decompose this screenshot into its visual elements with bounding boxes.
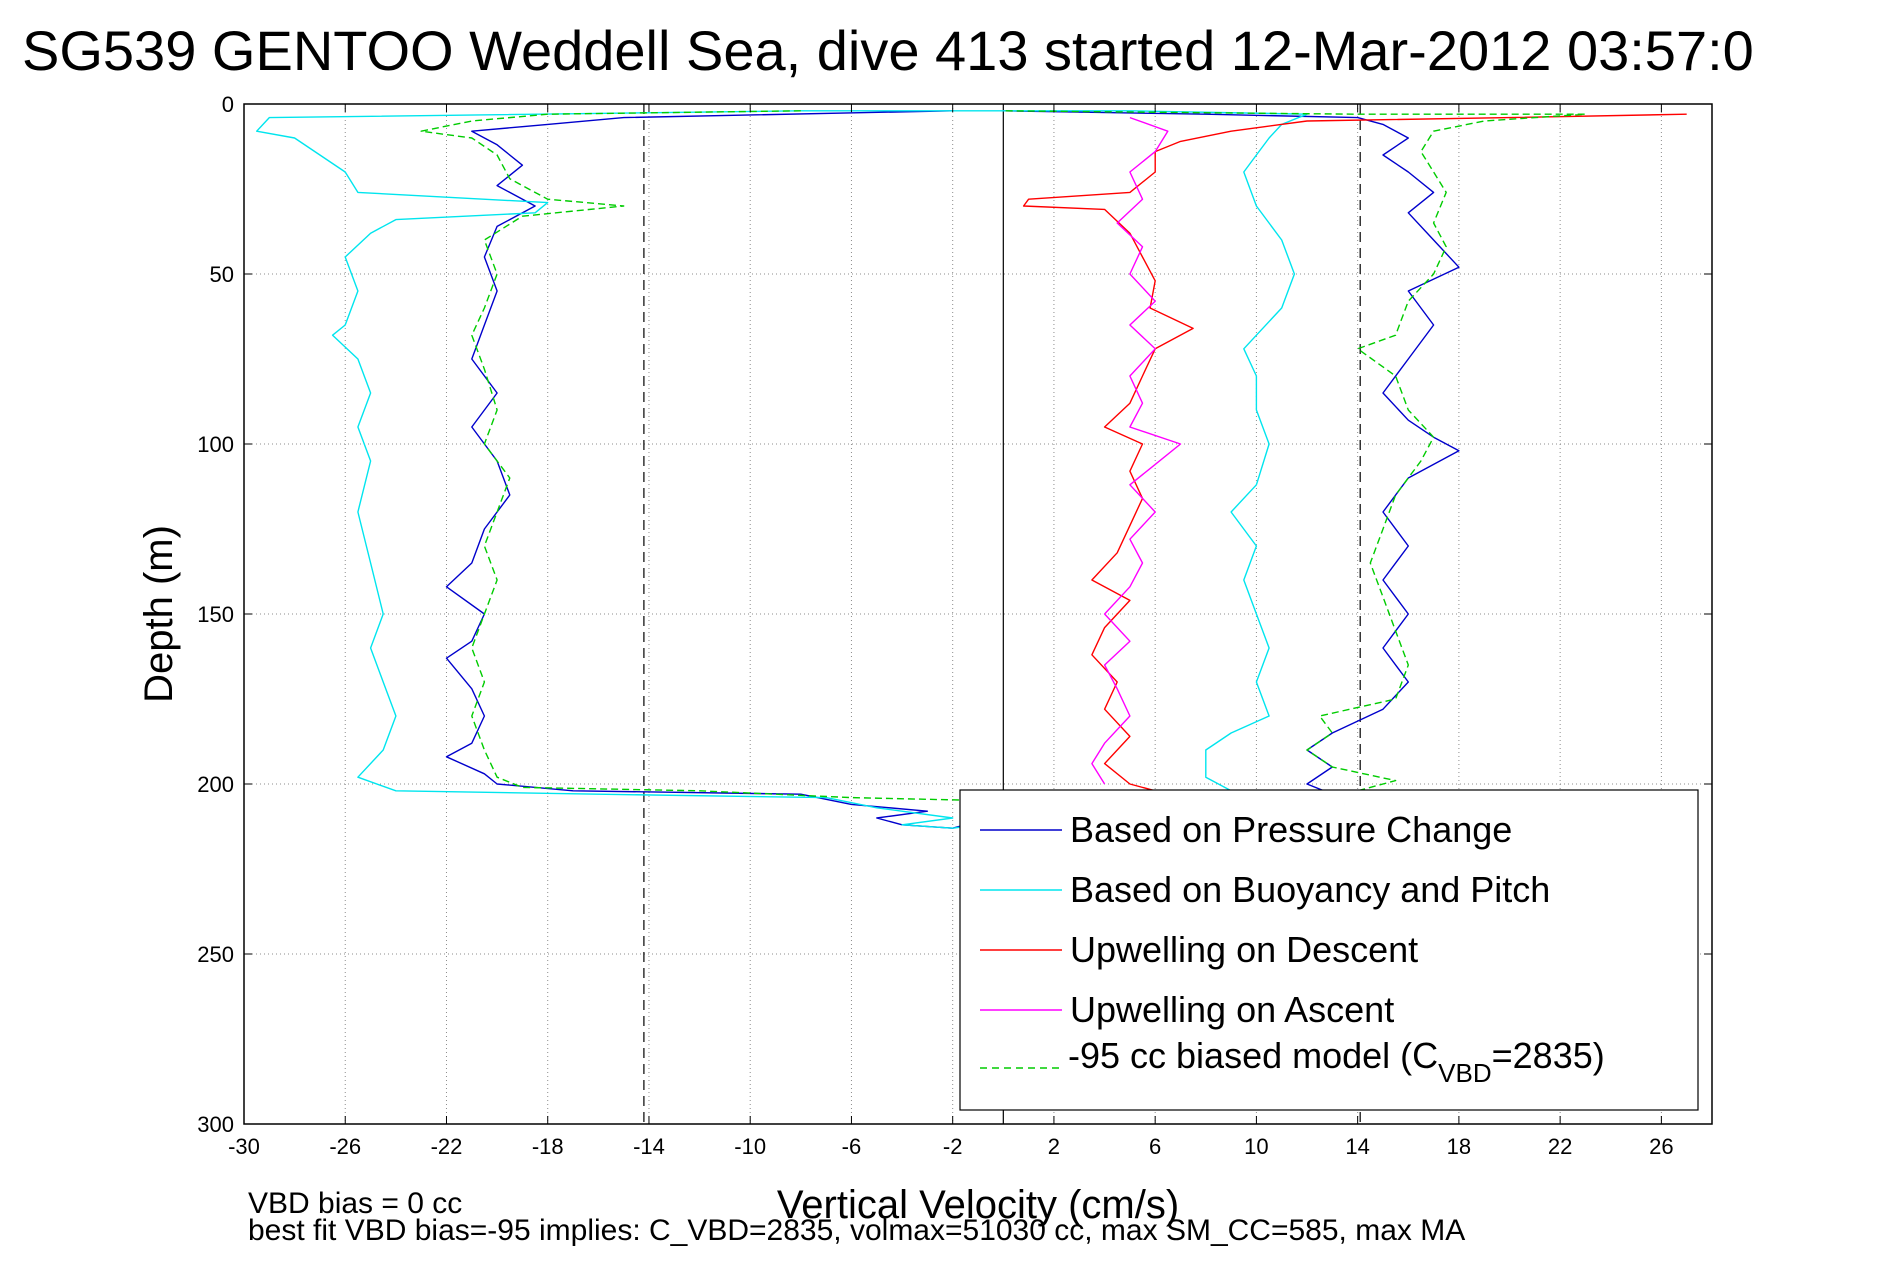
- x-tick-label: -30: [228, 1134, 260, 1159]
- grid: [244, 104, 1712, 1124]
- legend-item: Upwelling on Ascent: [980, 989, 1394, 1030]
- chart-title: SG539 GENTOO Weddell Sea, dive 413 start…: [22, 19, 1754, 82]
- legend-item-model: -95 cc biased model (CVBD=2835): [980, 1035, 1605, 1088]
- series-line-5: [420, 110, 1587, 806]
- legend-label: Based on Pressure Change: [1070, 809, 1512, 850]
- x-tick-label: -14: [633, 1134, 665, 1159]
- y-tick-label: 50: [210, 262, 234, 287]
- series-line-4: [1091, 116, 1182, 785]
- y-tick-label: 150: [197, 602, 234, 627]
- x-tick-label: 26: [1649, 1134, 1673, 1159]
- legend-item: Based on Pressure Change: [980, 809, 1512, 850]
- x-tick-label: 10: [1244, 1134, 1268, 1159]
- y-axis-label: Depth (m): [137, 525, 181, 703]
- x-tick-label: -22: [431, 1134, 463, 1159]
- y-tick-label: 0: [222, 92, 234, 117]
- legend-label: Based on Buoyancy and Pitch: [1070, 869, 1550, 910]
- x-axis-ticks: -30 -26 -22 -18 -14 -10 -6 -2 2 6 10 14 18 22 26: [228, 104, 1674, 1159]
- x-tick-label: 18: [1447, 1134, 1471, 1159]
- x-tick-label: 6: [1149, 1134, 1161, 1159]
- series-line-3: [1022, 113, 1687, 792]
- y-tick-label: 250: [197, 942, 234, 967]
- legend-item: Upwelling on Descent: [980, 929, 1418, 970]
- y-tick-label: 300: [197, 1112, 234, 1137]
- x-tick-label: 14: [1345, 1134, 1369, 1159]
- x-tick-label: 22: [1548, 1134, 1572, 1159]
- x-axis-label: Vertical Velocity (cm/s): [777, 1183, 1179, 1227]
- x-tick-label: -18: [532, 1134, 564, 1159]
- series-line-2: [256, 110, 1308, 829]
- x-tick-label: -6: [842, 1134, 862, 1159]
- series-group: [256, 110, 1687, 829]
- legend-item: Based on Buoyancy and Pitch: [980, 869, 1550, 910]
- x-tick-label: -10: [734, 1134, 766, 1159]
- legend-box: [959, 789, 1699, 1111]
- legend-label-model: -95 cc biased model (CVBD=2835): [1068, 1035, 1605, 1088]
- x-tick-label: 2: [1048, 1134, 1060, 1159]
- y-tick-label: 100: [197, 432, 234, 457]
- x-tick-label: -26: [329, 1134, 361, 1159]
- footer-line-1: VBD bias = 0 cc: [248, 1187, 462, 1220]
- legend-label: Upwelling on Ascent: [1070, 989, 1394, 1030]
- footer-line-2: best fit VBD bias=-95 implies: C_VBD=283…: [248, 1214, 1465, 1247]
- x-tick-label: -2: [943, 1134, 963, 1159]
- y-axis-ticks: 0 50 100 150 200 250 300: [197, 92, 1712, 1137]
- legend: Based on Pressure Change Based on Buoyanc…: [959, 789, 1699, 1111]
- y-tick-label: 200: [197, 772, 234, 797]
- legend-label: Upwelling on Descent: [1070, 929, 1418, 970]
